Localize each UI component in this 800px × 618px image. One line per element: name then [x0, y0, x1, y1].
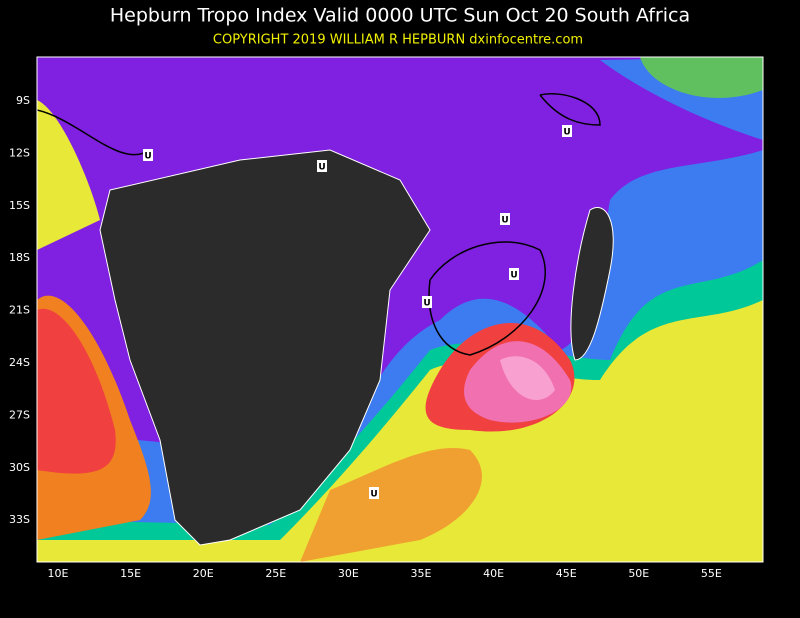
lon-label: 15E — [120, 567, 141, 580]
map-field — [37, 57, 763, 562]
marker-label: U — [144, 152, 151, 162]
title: Hepburn Tropo Index Valid 0000 UTC Sun O… — [110, 5, 690, 27]
marker-box — [143, 149, 153, 161]
marker-label: U — [318, 163, 325, 173]
lat-label: 33S — [9, 513, 30, 526]
marker-box — [369, 487, 379, 499]
marker-label: U — [563, 128, 570, 138]
copyright: COPYRIGHT 2019 WILLIAM R HEPBURN dxinfoc… — [213, 33, 583, 48]
lon-label: 35E — [411, 567, 432, 580]
lon-label: 50E — [628, 567, 649, 580]
map-frame — [36, 56, 764, 563]
marker-box — [562, 125, 572, 137]
lat-label: 24S — [9, 356, 30, 369]
marker-label: U — [501, 216, 508, 226]
lon-label: 45E — [556, 567, 577, 580]
marker-label: U — [510, 271, 517, 281]
marker-box — [422, 296, 432, 308]
marker-box — [317, 160, 327, 172]
marker-box — [509, 268, 519, 280]
lon-label: 30E — [338, 567, 359, 580]
lat-label: 30S — [9, 461, 30, 474]
lat-label: 12S — [9, 146, 30, 159]
lat-label: 21S — [9, 304, 30, 317]
lon-label: 10E — [48, 567, 69, 580]
lon-label: 20E — [193, 567, 214, 580]
lat-label: 27S — [9, 408, 30, 421]
lon-label: 55E — [701, 567, 722, 580]
marker-label: U — [423, 299, 430, 309]
lat-label: 18S — [9, 251, 30, 264]
lon-label: 40E — [483, 567, 504, 580]
lon-label: 25E — [265, 567, 286, 580]
marker-box — [500, 213, 510, 225]
lat-label: 9S — [16, 94, 30, 107]
marker-label: U — [370, 490, 377, 500]
lat-label: 15S — [9, 199, 30, 212]
